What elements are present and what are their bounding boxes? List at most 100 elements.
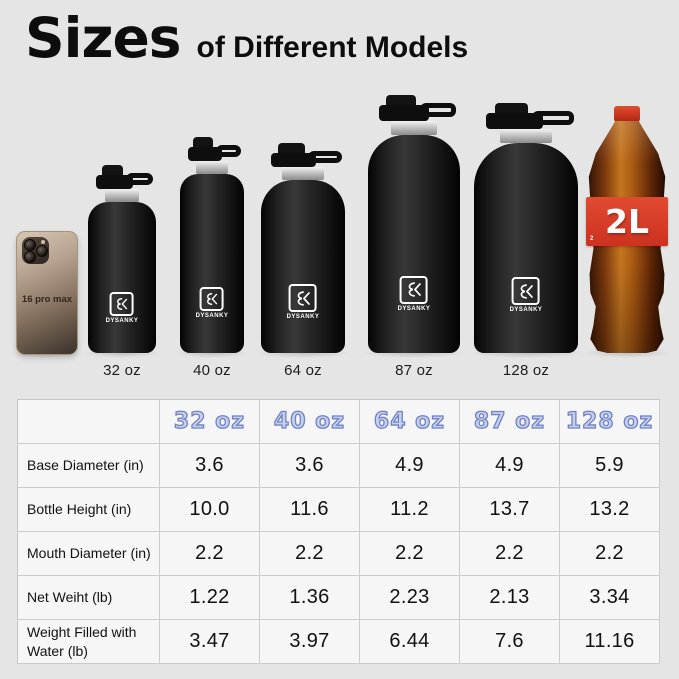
bottle-cap: [88, 165, 156, 189]
bottle-neck-ring: [500, 129, 552, 143]
bottle-cap: [368, 95, 460, 121]
row-label-mouth-diameter: Mouth Diameter (in): [18, 532, 160, 576]
table-cell: 7.6: [460, 620, 560, 664]
bottle-body: DYSANKY: [180, 174, 244, 353]
table-cell: 1.36: [260, 576, 360, 620]
bottle-neck-ring: [196, 161, 228, 174]
row-label-base-diameter: Base Diameter (in): [18, 444, 160, 488]
table-cell: 2.2: [360, 532, 460, 576]
row-label-weight-filled: Weight Filled with Water (lb): [18, 620, 160, 664]
bottle-neck-ring: [282, 167, 324, 180]
phone-16-pro-max: 16 pro max: [16, 231, 78, 355]
page-title: Sizes of Different Models: [25, 6, 468, 70]
size-spec-table: 32 oz 40 oz 64 oz 87 oz 128 oz Base Diam…: [17, 399, 660, 664]
table-cell: 2.13: [460, 576, 560, 620]
bottle-cap: [261, 143, 345, 167]
bottle-shadow: [84, 348, 160, 358]
table-cell: 10.0: [160, 488, 260, 532]
bottle-shadow: [363, 348, 465, 358]
title-suffix: of Different Models: [196, 31, 469, 64]
bottle-shadow: [176, 348, 248, 358]
table-cell: 13.2: [560, 488, 660, 532]
dysanky-logo-glyph-icon: [289, 284, 317, 313]
table-cell: 2.2: [160, 532, 260, 576]
table-corner-empty: [18, 400, 160, 444]
dysanky-logo-glyph-icon: [110, 292, 134, 317]
table-cell: 1.22: [160, 576, 260, 620]
camera-lens-icon: [36, 245, 48, 257]
table-cell: 2.23: [360, 576, 460, 620]
table-header-40oz: 40 oz: [260, 400, 360, 444]
table-cell: 2.2: [560, 532, 660, 576]
bottle-shadow: [469, 348, 583, 358]
table-cell: 4.9: [360, 444, 460, 488]
table-cell: 13.7: [460, 488, 560, 532]
bottle-neck-ring: [105, 189, 139, 202]
table-cell: 3.97: [260, 620, 360, 664]
table-cell: 5.9: [560, 444, 660, 488]
cola-volume-label: 2L: [605, 202, 649, 241]
dysanky-brand-label: DYSANKY: [105, 318, 139, 325]
phone-camera-module: [22, 237, 49, 264]
table-cell: 11.16: [560, 620, 660, 664]
table-header-128oz: 128 oz: [560, 400, 660, 444]
dysanky-logo: DYSANKY: [510, 277, 543, 313]
bottle-64oz: DYSANKY: [261, 143, 345, 353]
table-cell: 3.34: [560, 576, 660, 620]
dysanky-brand-label: DYSANKY: [397, 305, 431, 312]
table-cell: 3.47: [160, 620, 260, 664]
dysanky-logo: DYSANKY: [397, 275, 431, 312]
bottle-neck-ring: [391, 121, 437, 135]
table-header-32oz: 32 oz: [160, 400, 260, 444]
row-label-net-weight: Net Weiht (lb): [18, 576, 160, 620]
cola-cap: [614, 106, 640, 122]
table-cell: 6.44: [360, 620, 460, 664]
camera-lens-icon: [24, 251, 36, 263]
bottle-shadow: [257, 348, 349, 358]
bottle-cap: [474, 103, 578, 129]
dysanky-logo-glyph-icon: [400, 275, 428, 304]
table-cell: 2.2: [260, 532, 360, 576]
dysanky-logo: DYSANKY: [106, 292, 139, 324]
dysanky-logo-glyph-icon: [200, 287, 224, 311]
bottle-body: DYSANKY: [88, 202, 156, 353]
table-cell: 11.2: [360, 488, 460, 532]
cap-handle-loop: [308, 150, 342, 164]
title-main: Sizes: [25, 6, 182, 70]
bottle-size-label-32oz: 32 oz: [103, 362, 141, 379]
phone-label: 16 pro max: [21, 294, 73, 305]
bottle-body: DYSANKY: [261, 180, 345, 353]
cap-handle-loop: [532, 111, 574, 125]
table-cell: 4.9: [460, 444, 560, 488]
dysanky-brand-label: DYSANKY: [286, 314, 320, 321]
table-header-87oz: 87 oz: [460, 400, 560, 444]
camera-lens-icon: [24, 239, 36, 251]
bottle-128oz: DYSANKY: [474, 103, 578, 353]
cola-label-band: 2L 2: [586, 197, 668, 246]
bottle-body: DYSANKY: [474, 143, 578, 353]
row-label-bottle-height: Bottle Height (in): [18, 488, 160, 532]
table-cell: 2.2: [460, 532, 560, 576]
cap-handle-loop: [419, 103, 457, 117]
bottle-body: DYSANKY: [368, 135, 460, 353]
dysanky-logo: DYSANKY: [287, 284, 320, 320]
cap-handle-loop: [215, 144, 242, 158]
product-lineup: 16 pro max DYSANKY DYSANKY: [0, 85, 679, 390]
cap-handle-loop: [126, 172, 154, 186]
table-cell: 3.6: [260, 444, 360, 488]
bottle-size-label-128oz: 128 oz: [502, 362, 550, 379]
bottle-size-label-40oz: 40 oz: [193, 362, 231, 379]
dysanky-logo-glyph-icon: [512, 277, 540, 306]
table-cell: 3.6: [160, 444, 260, 488]
bottle-87oz: DYSANKY: [368, 95, 460, 353]
bottle-size-label-64oz: 64 oz: [284, 362, 322, 379]
dysanky-brand-label: DYSANKY: [195, 313, 229, 319]
bottle-size-label-87oz: 87 oz: [395, 362, 433, 379]
bottle-cap: [180, 137, 244, 161]
cola-tiny-label: 2: [590, 236, 594, 242]
table-header-64oz: 64 oz: [360, 400, 460, 444]
table-cell: 11.6: [260, 488, 360, 532]
bottle-32oz: DYSANKY: [88, 165, 156, 353]
camera-flash-icon: [41, 240, 45, 244]
cola-2l-bottle: 2L 2: [586, 106, 668, 353]
